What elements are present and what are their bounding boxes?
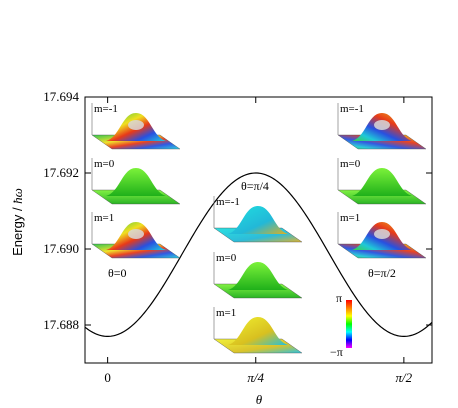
annotation-theta-0: θ=0 bbox=[108, 266, 127, 280]
inset-label: m=-1 bbox=[216, 196, 240, 208]
inset-label: m=0 bbox=[340, 158, 361, 170]
inset-surface bbox=[228, 206, 288, 234]
inset-surface bbox=[106, 168, 166, 196]
y-tick-label: 17.692 bbox=[43, 165, 79, 180]
inset-right-2: m=1 bbox=[337, 212, 427, 259]
inset-right-0: m=-1 bbox=[337, 103, 427, 150]
y-tick-label: 17.688 bbox=[43, 317, 79, 332]
y-axis-title-text: Energy / bbox=[10, 204, 25, 256]
inset-mid-0: m=-1 bbox=[213, 196, 303, 243]
y-axis-title: Energy / ħω bbox=[10, 188, 25, 256]
plot-frame bbox=[84, 96, 433, 364]
inset-label: m=0 bbox=[216, 252, 237, 264]
inset-left-2: m=1 bbox=[91, 212, 181, 259]
annotation-theta-pi2: θ=π/2 bbox=[368, 266, 396, 280]
inset-left-1: m=0 bbox=[91, 158, 181, 205]
inset-surface bbox=[352, 168, 412, 196]
inset-surface bbox=[228, 317, 288, 345]
inset-surface bbox=[228, 262, 288, 290]
inset-mid-1: m=0 bbox=[213, 252, 303, 299]
energy-curve bbox=[84, 172, 433, 338]
y-tick-label: 17.694 bbox=[43, 89, 79, 104]
inset-label: m=0 bbox=[94, 158, 115, 170]
y-tick-label: 17.690 bbox=[43, 241, 79, 256]
inset-mid-2: m=1 bbox=[213, 307, 303, 354]
x-axis: 0 π/4 π/2 bbox=[104, 97, 413, 385]
inset-vortex-core bbox=[374, 229, 390, 239]
inset-right-1: m=0 bbox=[337, 158, 427, 205]
annotation-theta-pi4: θ=π/4 bbox=[241, 179, 269, 193]
inset-label: m=-1 bbox=[340, 103, 364, 115]
colorbar-bottom-label: −π bbox=[330, 345, 343, 359]
inset-label: m=-1 bbox=[94, 103, 118, 115]
inset-vortex-core bbox=[374, 120, 390, 130]
insets: m=-1 m=0 m=1 m=-1 m=0 m=1 m=-1 m=0 m=1 bbox=[91, 103, 427, 354]
x-tick-label: π/4 bbox=[247, 370, 264, 385]
x-axis-title: θ bbox=[256, 392, 263, 407]
inset-left-0: m=-1 bbox=[91, 103, 181, 150]
colorbar-top-label: π bbox=[336, 291, 342, 305]
inset-label: m=1 bbox=[340, 212, 360, 224]
inset-label: m=1 bbox=[94, 212, 114, 224]
inset-vortex-core bbox=[128, 120, 144, 130]
x-tick-label: π/2 bbox=[396, 370, 413, 385]
y-axis-title-unit: ħω bbox=[10, 188, 25, 204]
inset-vortex-core bbox=[128, 229, 144, 239]
x-tick-label: 0 bbox=[104, 370, 111, 385]
colorbar: π −π bbox=[330, 291, 352, 359]
inset-label: m=1 bbox=[216, 307, 236, 319]
